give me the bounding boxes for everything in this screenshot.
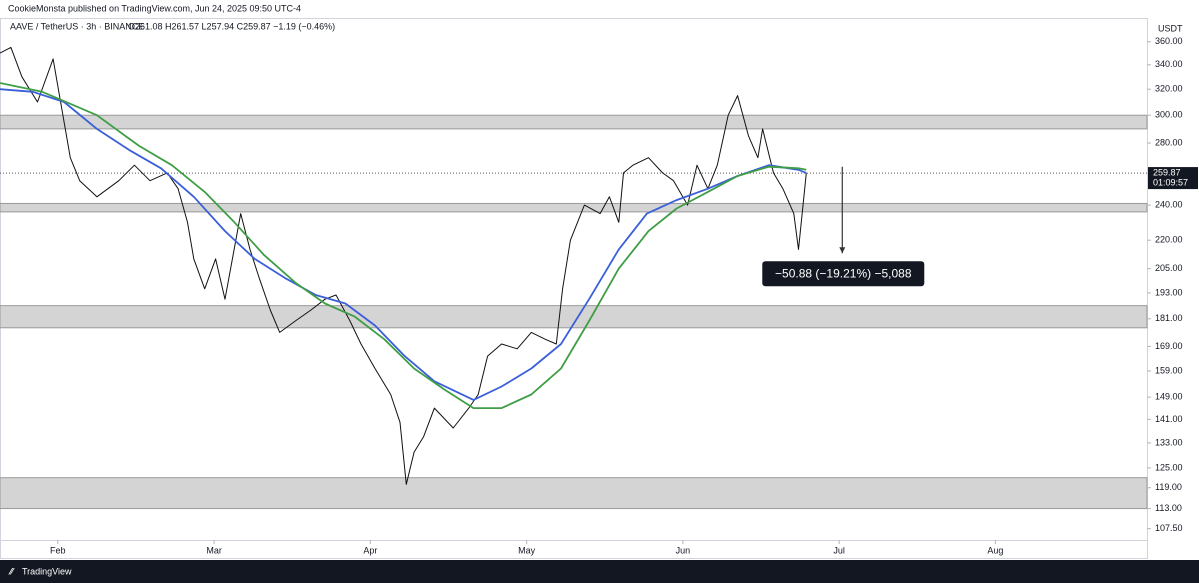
- zone: [0, 305, 1148, 329]
- footer-brand: TradingView: [22, 566, 72, 576]
- measure-label: −50.88 (−19.21%) −5,088: [775, 266, 912, 280]
- y-tick-label: 107.50: [1155, 523, 1183, 533]
- last-price-box: [1148, 167, 1198, 190]
- zone: [0, 202, 1148, 213]
- countdown-label: 01:09:57: [1153, 177, 1188, 187]
- y-tick-label: 141.00: [1155, 414, 1183, 424]
- y-tick-label: 181.00: [1155, 313, 1183, 323]
- zone: [0, 114, 1148, 130]
- x-tick-label: Apr: [363, 545, 377, 555]
- y-tick-label: 220.00: [1155, 235, 1183, 245]
- measure-arrowhead: [839, 247, 846, 254]
- x-tick-label: Aug: [987, 545, 1003, 555]
- y-tick-label: 205.00: [1155, 263, 1183, 273]
- symbol-title: AAVE / TetherUS · 3h · BINANCE: [10, 21, 144, 31]
- y-tick-label: 320.00: [1155, 84, 1183, 94]
- footer-logo-mark: ⁄⁄: [8, 566, 16, 576]
- y-tick-label: 159.00: [1155, 365, 1183, 375]
- footer-bar: [0, 560, 1199, 583]
- x-tick-label: Jun: [676, 545, 691, 555]
- y-unit: USDT: [1158, 23, 1183, 33]
- x-tick-label: Jul: [833, 545, 845, 555]
- price-line: [0, 82, 807, 410]
- y-tick-label: 133.00: [1155, 437, 1183, 447]
- y-tick-label: 280.00: [1155, 137, 1183, 147]
- y-tick-label: 119.00: [1155, 482, 1182, 492]
- y-tick-label: 360.00: [1155, 36, 1183, 46]
- y-tick-label: 193.00: [1155, 287, 1183, 297]
- price-line: [0, 46, 807, 485]
- y-tick-label: 240.00: [1155, 199, 1183, 209]
- y-tick-label: 125.00: [1155, 462, 1183, 472]
- x-tick-label: May: [518, 545, 536, 555]
- plot-frame: [0, 18, 1148, 559]
- x-tick-label: Feb: [50, 545, 66, 555]
- last-price-label: 259.87: [1153, 167, 1181, 177]
- y-tick-label: 300.00: [1155, 110, 1183, 120]
- x-tick-label: Mar: [206, 545, 222, 555]
- y-tick-label: 149.00: [1155, 392, 1183, 402]
- plot-area: 360.00 340.00 320.00 300.00 280.00 240.00 220.…: [0, 36, 1198, 555]
- measure-label-box: [762, 261, 925, 287]
- y-tick-label: 340.00: [1155, 59, 1183, 69]
- zone: [0, 477, 1148, 510]
- ohlc-values: O261.08 H261.57 L257.94 C259.87 −1.19 (−…: [128, 21, 335, 31]
- y-tick-label: 113.00: [1155, 503, 1182, 513]
- y-tick-label: 169.00: [1155, 341, 1183, 351]
- publish-info: CookieMonsta published on TradingView.co…: [8, 3, 301, 13]
- price-line: [0, 88, 807, 401]
